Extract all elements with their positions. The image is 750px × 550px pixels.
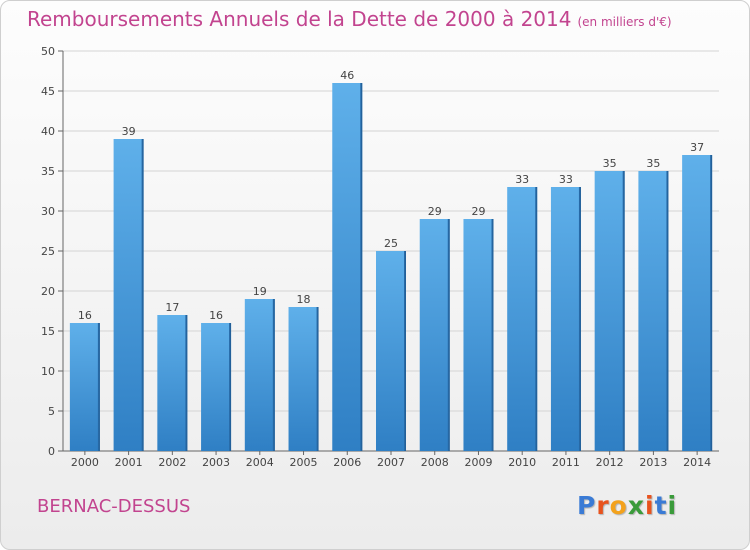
bar-edge — [229, 323, 232, 451]
x-tick-label: 2010 — [508, 456, 536, 469]
data-label: 33 — [515, 173, 529, 186]
bar-edge — [535, 187, 538, 451]
data-label: 16 — [209, 309, 223, 322]
bar — [113, 139, 144, 451]
logo-letter: P — [577, 491, 597, 520]
x-tick-label: 2011 — [552, 456, 580, 469]
logo-letter: x — [627, 491, 645, 520]
data-label: 29 — [428, 205, 442, 218]
logo-letter: o — [609, 491, 628, 520]
bar — [550, 187, 581, 451]
bar-edge — [185, 315, 188, 451]
x-tick-label: 2006 — [333, 456, 361, 469]
x-tick-label: 2012 — [596, 456, 624, 469]
y-tick-label: 5 — [48, 405, 55, 418]
logo-letter: r — [596, 491, 610, 520]
data-label: 37 — [690, 141, 704, 154]
labels: 0 5 10 15 20 25 30 35 40 45 50 16 2000 39 2001 17 2002 16… — [41, 45, 711, 469]
x-tick-label: 2004 — [246, 456, 274, 469]
place-name: BERNAC-DESSUS — [37, 496, 191, 517]
bar — [244, 299, 275, 451]
x-tick-label: 2002 — [158, 456, 186, 469]
x-tick-label: 2009 — [464, 456, 492, 469]
y-tick-label: 15 — [41, 325, 55, 338]
bar — [463, 219, 494, 451]
data-label: 39 — [122, 125, 136, 138]
chart-title: Remboursements Annuels de la Dette de 20… — [27, 7, 672, 31]
bar — [594, 171, 625, 451]
bar-edge — [360, 83, 363, 451]
bar-edge — [97, 323, 100, 451]
bar — [201, 323, 232, 451]
data-label: 16 — [78, 309, 92, 322]
x-tick-label: 2013 — [639, 456, 667, 469]
bar-edge — [141, 139, 144, 451]
data-label: 29 — [471, 205, 485, 218]
bar-edge — [622, 171, 625, 451]
y-tick-label: 45 — [41, 85, 55, 98]
bar-edge — [447, 219, 450, 451]
x-tick-label: 2007 — [377, 456, 405, 469]
logo-letter: i — [667, 491, 678, 520]
bar — [157, 315, 188, 451]
x-tick-label: 2000 — [71, 456, 99, 469]
y-tick-label: 10 — [41, 365, 55, 378]
y-tick-label: 50 — [41, 45, 55, 58]
logo-letter: i — [645, 491, 655, 520]
bar — [638, 171, 669, 451]
data-label: 46 — [340, 69, 354, 82]
data-label: 35 — [603, 157, 617, 170]
x-tick-label: 2003 — [202, 456, 230, 469]
x-tick-label: 2008 — [421, 456, 449, 469]
bar — [376, 251, 406, 451]
y-tick-label: 20 — [41, 285, 55, 298]
data-label: 17 — [165, 301, 179, 314]
y-tick-label: 35 — [41, 165, 55, 178]
bars — [69, 83, 713, 451]
data-label: 35 — [646, 157, 660, 170]
bar-edge — [666, 171, 669, 451]
data-label: 25 — [384, 237, 398, 250]
bar-edge — [710, 155, 713, 451]
y-tick-label: 30 — [41, 205, 55, 218]
x-tick-label: 2005 — [290, 456, 318, 469]
x-tick-label: 2014 — [683, 456, 711, 469]
bar-edge — [316, 307, 319, 451]
y-tick-label: 40 — [41, 125, 55, 138]
bar — [507, 187, 538, 451]
bar — [69, 323, 100, 451]
bar-edge — [404, 251, 406, 451]
bar-edge — [578, 187, 581, 451]
proxiti-logo[interactable]: Proxiti — [577, 491, 677, 520]
logo-letter: t — [654, 491, 668, 520]
bar-edge — [272, 299, 275, 451]
chart-subtitle: (en milliers d'€) — [577, 15, 672, 29]
bar — [419, 219, 450, 451]
bar — [332, 83, 363, 451]
bar — [288, 307, 319, 451]
chart-title-text: Remboursements Annuels de la Dette de 20… — [27, 7, 572, 31]
data-label: 19 — [253, 285, 267, 298]
bar — [682, 155, 713, 451]
data-label: 18 — [297, 293, 311, 306]
x-tick-label: 2001 — [115, 456, 143, 469]
data-label: 33 — [559, 173, 573, 186]
y-tick-label: 25 — [41, 245, 55, 258]
y-tick-label: 0 — [48, 445, 55, 458]
bar-edge — [491, 219, 494, 451]
